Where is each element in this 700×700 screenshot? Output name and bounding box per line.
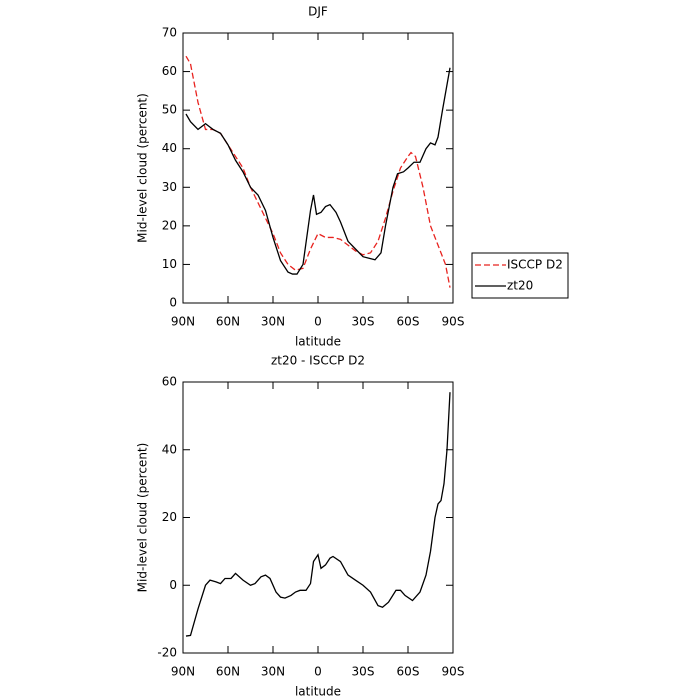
y-tick-label: 30 [162,180,177,194]
y-axis-label: Mid-level cloud (percent) [136,443,150,593]
x-tick-label: 90N [171,315,195,329]
x-tick-label: 90S [442,665,465,679]
legend-label: zt20 [507,279,533,293]
y-tick-label: -20 [157,646,177,660]
x-tick-label: 30N [261,315,285,329]
x-tick-label: 0 [314,315,322,329]
y-tick-label: 70 [162,26,177,40]
legend-label: ISCCP D2 [507,258,563,272]
y-tick-label: 0 [169,296,177,310]
plot-frame [182,381,454,654]
x-tick-label: 60S [397,315,420,329]
y-tick-label: 20 [162,510,177,524]
chart-title: DJF [308,5,328,19]
y-tick-label: 40 [162,442,177,456]
y-tick-label: 60 [162,64,177,78]
y-tick-label: 20 [162,218,177,232]
x-tick-label: 60N [216,315,240,329]
x-tick-label: 60S [397,665,420,679]
y-tick-label: 50 [162,103,177,117]
x-tick-label: 30N [261,665,285,679]
y-tick-label: 0 [169,578,177,592]
y-axis-label: Mid-level cloud (percent) [136,93,150,243]
x-tick-label: 90S [442,315,465,329]
data-line [185,55,451,288]
x-tick-label: 90N [171,665,195,679]
x-tick-label: 30S [352,665,375,679]
chart-title: zt20 - ISCCP D2 [271,354,365,368]
x-axis-label: latitude [295,335,341,349]
x-tick-label: 30S [352,315,375,329]
x-tick-label: 60N [216,665,240,679]
x-tick-label: 0 [314,665,322,679]
x-axis-label: latitude [295,685,341,699]
data-line [185,67,451,275]
y-tick-label: 10 [162,257,177,271]
plot-frame [182,32,454,304]
legend-box [471,252,569,299]
y-tick-label: 40 [162,141,177,155]
y-tick-label: 60 [162,375,177,389]
data-line [185,392,451,637]
